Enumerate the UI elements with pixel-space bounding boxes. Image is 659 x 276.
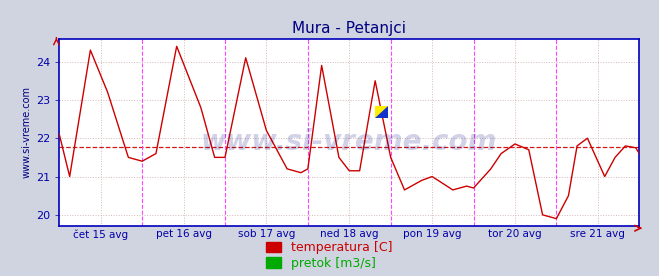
Polygon shape: [375, 106, 388, 118]
Y-axis label: www.si-vreme.com: www.si-vreme.com: [22, 86, 32, 179]
Title: Mura - Petanjci: Mura - Petanjci: [293, 21, 406, 36]
Legend: temperatura [C], pretok [m3/s]: temperatura [C], pretok [m3/s]: [266, 241, 393, 270]
Bar: [375, 106, 388, 118]
Text: www.si-vreme.com: www.si-vreme.com: [201, 128, 498, 156]
